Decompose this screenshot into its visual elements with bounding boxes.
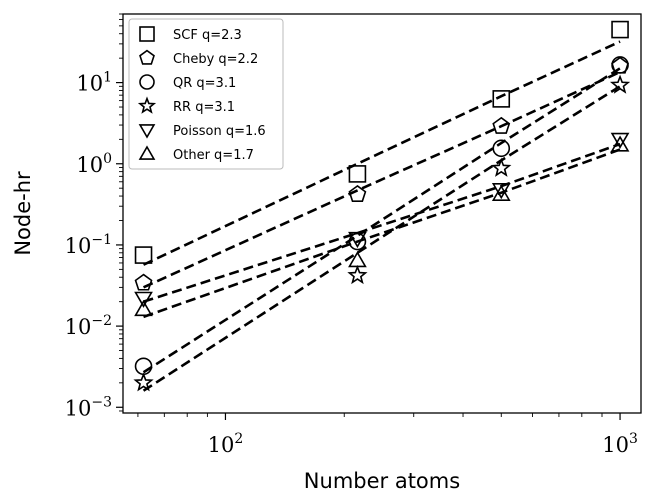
series-line	[143, 148, 621, 319]
series-5	[134, 135, 630, 319]
series-2	[134, 56, 629, 376]
legend-marker	[138, 145, 156, 160]
data-point	[133, 372, 154, 392]
legend-entry: Poisson q=1.6	[173, 124, 266, 139]
legend-entry: SCF q=2.3	[173, 28, 242, 43]
legend-marker	[137, 96, 157, 114]
legend-entry: Other q=1.7	[173, 148, 254, 163]
y-axis-label: Node-hr	[11, 171, 35, 256]
data-point	[348, 184, 367, 202]
y-tick-label: 10−2	[65, 313, 112, 339]
y-tick-label: 100	[76, 151, 112, 177]
data-point	[348, 165, 367, 183]
data-point	[609, 74, 631, 94]
data-point	[610, 132, 630, 149]
data-point	[347, 264, 368, 285]
plot-area	[133, 20, 631, 392]
legend-entry: RR q=3.1	[173, 100, 235, 115]
axis-ticks: 102 103 10−3 10−2 10−1 100 101	[65, 13, 638, 457]
legend-entry: QR q=3.1	[173, 76, 236, 91]
legend: SCF q=2.3 Cheby q=2.2 QR q=3.1 RR q=3.1 Pois…	[128, 18, 284, 170]
y-tick-label: 101	[76, 70, 112, 96]
series-0	[134, 20, 629, 266]
data-point	[134, 246, 153, 264]
y-tick-label: 10−1	[65, 232, 112, 258]
x-tick-label: 103	[602, 431, 638, 457]
series-line	[142, 85, 621, 392]
x-axis-label: Number atoms	[304, 469, 460, 493]
y-tick-label: 10−3	[65, 394, 112, 420]
data-point	[348, 251, 367, 268]
data-point	[492, 139, 511, 158]
legend-marker	[139, 74, 155, 90]
legend-marker	[139, 49, 155, 65]
legend-box	[128, 18, 284, 170]
data-point	[491, 157, 512, 177]
data-point	[492, 90, 511, 108]
data-point	[348, 232, 367, 251]
data-point	[134, 291, 153, 308]
legend-marker	[138, 124, 156, 139]
series-line	[142, 67, 621, 374]
legend-marker	[139, 26, 155, 42]
series-line	[142, 70, 621, 289]
data-point	[134, 299, 153, 317]
data-point	[611, 20, 629, 39]
data-point	[492, 116, 511, 134]
plot-frame	[122, 13, 642, 414]
data-point	[134, 273, 153, 291]
series-3	[133, 74, 631, 392]
data-point	[610, 135, 630, 152]
series-line	[143, 142, 621, 303]
data-point	[611, 56, 629, 74]
series-line	[142, 40, 621, 266]
legend-entry: Cheby q=2.2	[173, 52, 258, 67]
data-point	[491, 184, 511, 201]
x-tick-label: 102	[208, 431, 244, 457]
